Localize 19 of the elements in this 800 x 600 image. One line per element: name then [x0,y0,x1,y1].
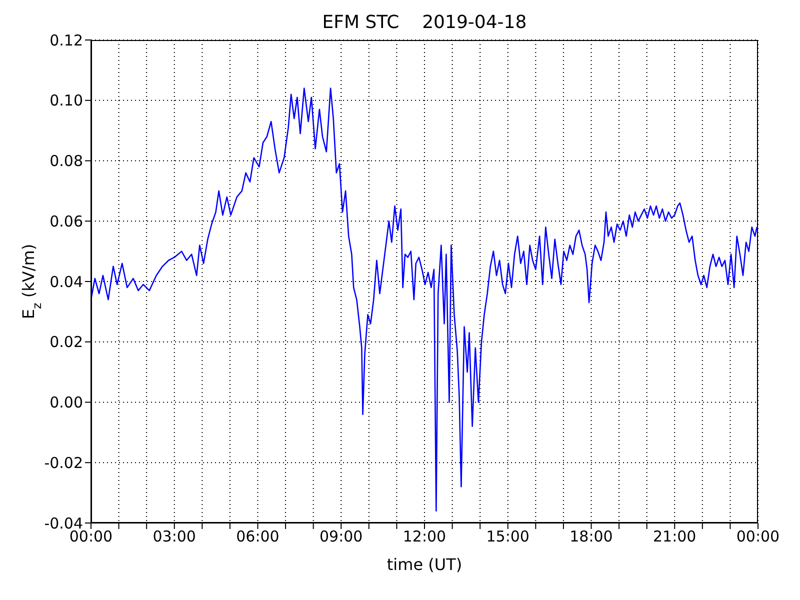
x-tick-label: 00:00 [69,528,113,546]
x-tick-label: 03:00 [152,528,196,546]
y-tick-label: 0.00 [50,394,83,412]
chart-title: EFM STC 2019-04-18 [321,12,528,33]
y-tick-label: 0.02 [50,333,83,352]
x-tick-label: 21:00 [653,528,696,546]
x-axis-title: time (UT) [386,555,462,574]
y-tick-label: 0.10 [50,92,83,110]
x-tick-label: 18:00 [570,528,613,546]
x-tick-label: 00:00 [736,528,780,546]
y-tick-label: 0.08 [50,152,83,170]
x-tick-label: 06:00 [236,528,280,546]
x-tick-label: 15:00 [486,528,530,546]
x-tick-label: 09:00 [320,528,363,546]
y-tick-label: 0.04 [50,272,83,291]
y-tick-label: -0.02 [44,454,83,472]
x-tick-label: 12:00 [402,528,446,546]
y-tick-label: 0.06 [50,212,83,230]
y-tick-label: 0.12 [50,31,83,50]
